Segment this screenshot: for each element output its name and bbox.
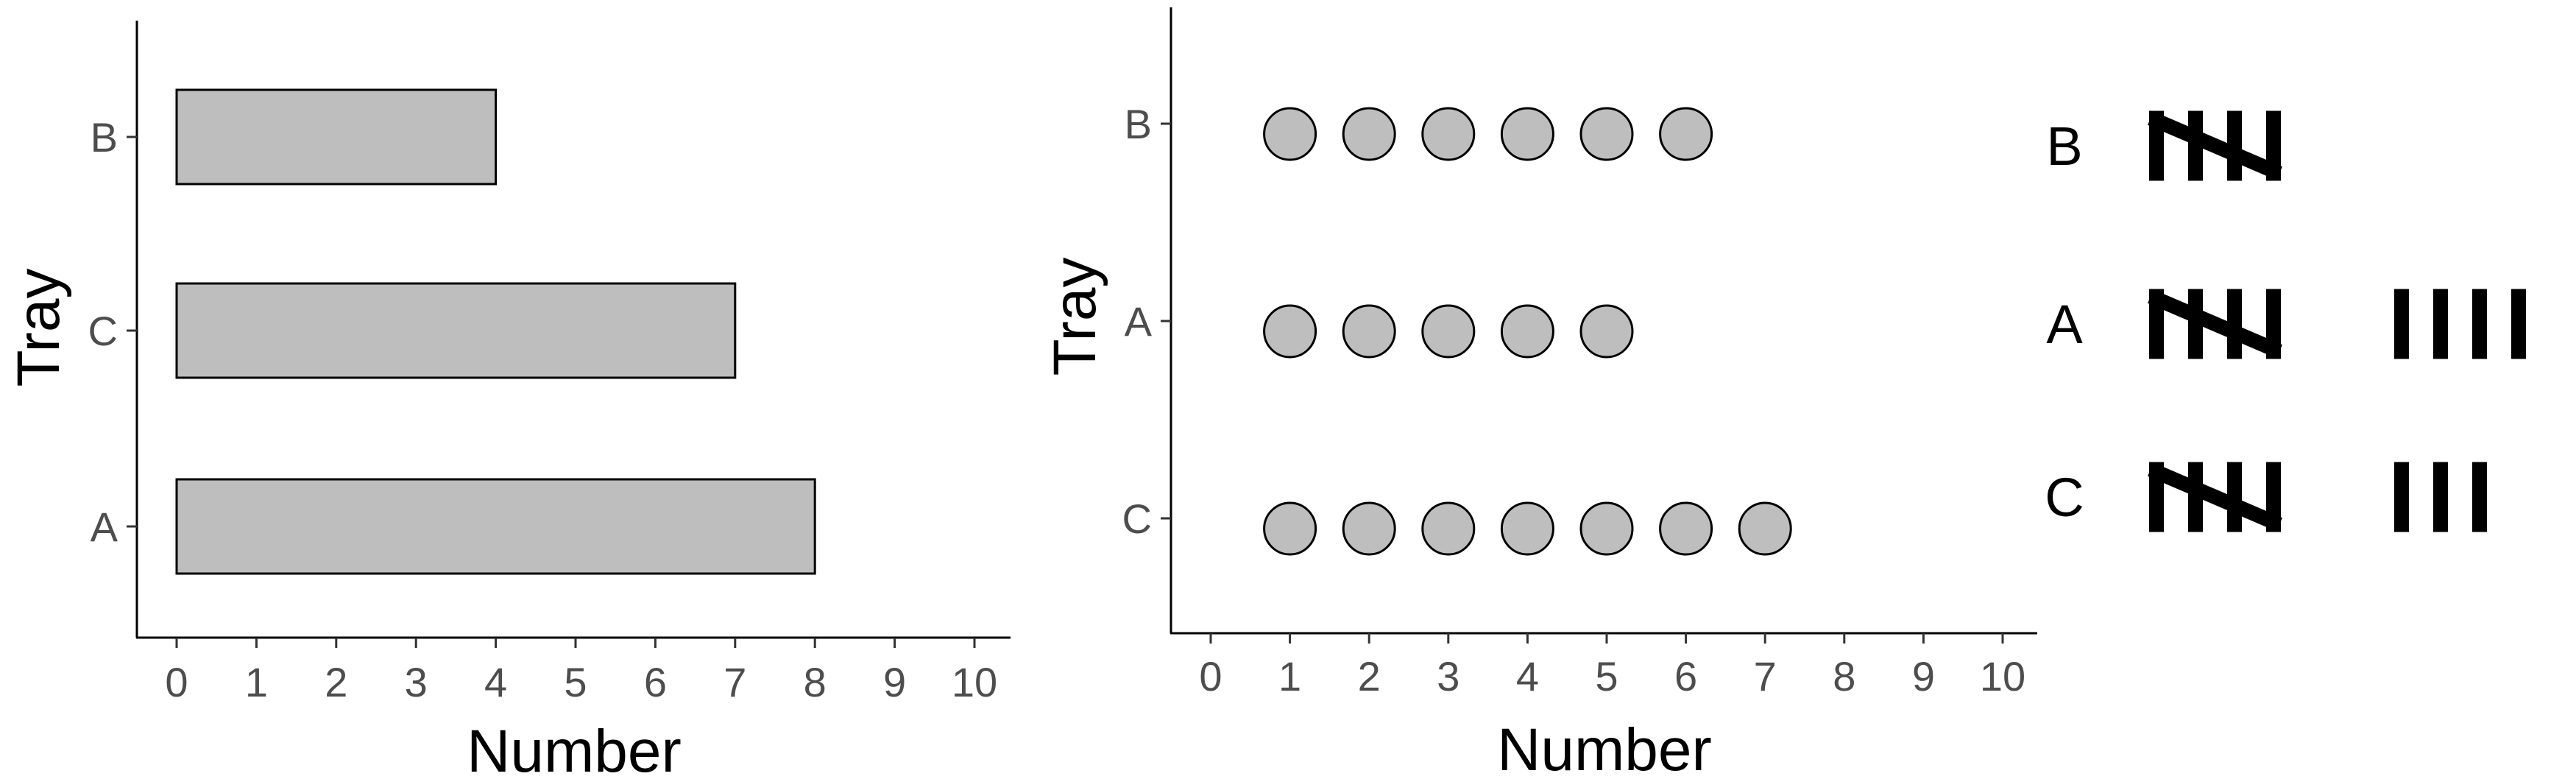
dot-a: [1342, 304, 1396, 359]
y-tick-label: C: [88, 308, 118, 354]
x-axis-title: Number: [1497, 716, 1712, 779]
x-tick-label: 1: [245, 659, 268, 705]
x-axis-ticks: 0 1 2 3 4 5 6 7 8 9 10: [1199, 633, 2025, 699]
tally-cross-stroke: [2148, 462, 2282, 532]
y-tick-label: A: [1125, 298, 1153, 345]
bar-c: [175, 282, 737, 379]
x-tick-label: 4: [1516, 653, 1539, 699]
x-tick-label: 9: [883, 659, 906, 705]
x-tick-label: 3: [1437, 653, 1459, 699]
tally-label: C: [2045, 467, 2084, 528]
x-tick-label: 6: [1674, 653, 1697, 699]
x-tick-label: 9: [1912, 653, 1935, 699]
tally-label: B: [2046, 116, 2082, 177]
dot-marks: [1263, 107, 1792, 556]
x-tick-label: 7: [723, 659, 746, 705]
x-tick-label: 6: [644, 659, 667, 705]
dot-a: [1421, 304, 1476, 359]
bar-marks: [175, 88, 816, 575]
y-axis-ticks: A C B: [88, 114, 137, 550]
dot-b: [1421, 107, 1476, 161]
x-tick-label: 0: [1199, 653, 1222, 699]
y-axis-ticks: C A B: [1122, 101, 1171, 542]
x-tick-label: 2: [325, 659, 347, 705]
tally-cross-stroke: [2148, 111, 2282, 180]
x-tick-label: 0: [165, 659, 188, 705]
tally-cross-stroke: [2148, 289, 2282, 359]
dot-c: [1500, 501, 1554, 556]
bar-chart-panel: 0 1 2 3 4 5 6 7 8 9 10 A C B Number Tray: [5, 21, 1011, 779]
dot-a: [1500, 304, 1554, 359]
x-tick-label: 10: [1980, 653, 2025, 699]
x-tick-label: 3: [405, 659, 428, 705]
x-tick-label: 5: [1595, 653, 1618, 699]
dot-c: [1421, 501, 1476, 556]
y-tick-label: B: [1125, 101, 1152, 147]
dot-a: [1263, 304, 1317, 359]
x-tick-label: 1: [1278, 653, 1301, 699]
dot-a: [1579, 304, 1634, 359]
y-axis-title: Tray: [5, 269, 72, 387]
dot-b: [1579, 107, 1634, 161]
dot-b: [1263, 107, 1317, 161]
x-tick-label: 4: [484, 659, 507, 705]
x-tick-label: 7: [1754, 653, 1777, 699]
dot-b: [1500, 107, 1554, 161]
x-tick-label: 8: [804, 659, 827, 705]
x-axis-title: Number: [467, 718, 682, 779]
dot-c: [1342, 501, 1396, 556]
x-tick-label: 8: [1833, 653, 1855, 699]
dot-c: [1738, 501, 1792, 556]
dot-c: [1263, 501, 1317, 556]
dot-c: [1659, 501, 1713, 556]
x-tick-label: 5: [564, 659, 587, 705]
x-tick-label: 10: [952, 659, 997, 705]
bar-a: [175, 478, 816, 575]
x-axis-ticks: 0 1 2 3 4 5 6 7 8 9 10: [165, 638, 997, 705]
tally-label: A: [2046, 294, 2083, 355]
dot-b: [1342, 107, 1396, 161]
tally-panel: B A C: [2045, 110, 2526, 532]
dot-b: [1659, 107, 1713, 161]
dot-c: [1579, 501, 1634, 556]
y-tick-label: B: [91, 114, 118, 161]
y-tick-label: A: [91, 504, 118, 550]
y-tick-label: C: [1122, 496, 1152, 542]
bar-b: [175, 88, 498, 186]
y-axis-title: Tray: [1041, 258, 1108, 376]
x-tick-label: 2: [1358, 653, 1381, 699]
dot-chart-panel: 0 1 2 3 4 5 6 7 8 9 10 C A B Number Tray: [1041, 7, 2037, 779]
